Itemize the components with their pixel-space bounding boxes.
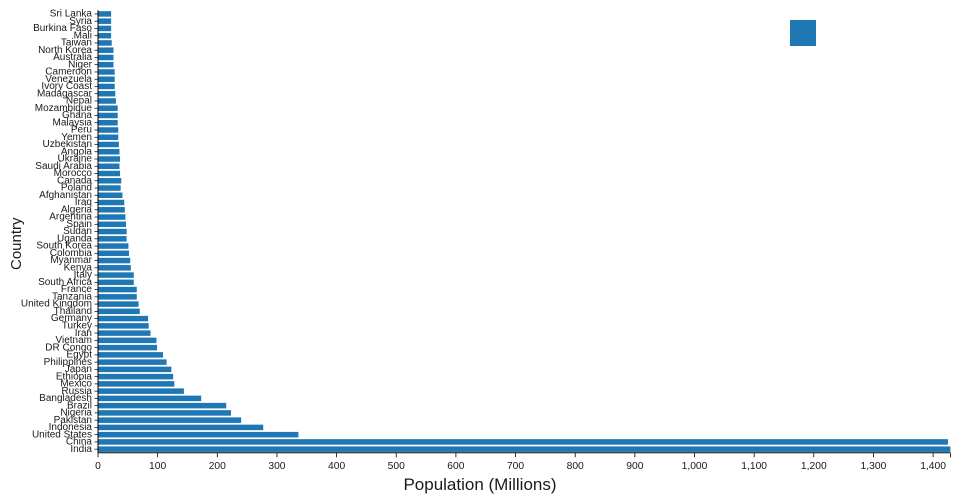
svg-text:500: 500 [388,461,405,472]
svg-text:300: 300 [268,461,285,472]
svg-text:1,100: 1,100 [741,461,767,472]
svg-text:200: 200 [209,461,226,472]
svg-text:0: 0 [95,461,101,472]
svg-text:100: 100 [149,461,166,472]
svg-text:600: 600 [447,461,464,472]
svg-text:1,200: 1,200 [801,461,827,472]
svg-text:1,300: 1,300 [861,461,887,472]
svg-text:1,400: 1,400 [920,461,946,472]
svg-text:900: 900 [626,461,643,472]
svg-text:India: India [70,444,92,455]
svg-text:1,000: 1,000 [682,461,708,472]
svg-text:400: 400 [328,461,345,472]
svg-text:700: 700 [507,461,524,472]
svg-text:800: 800 [567,461,584,472]
